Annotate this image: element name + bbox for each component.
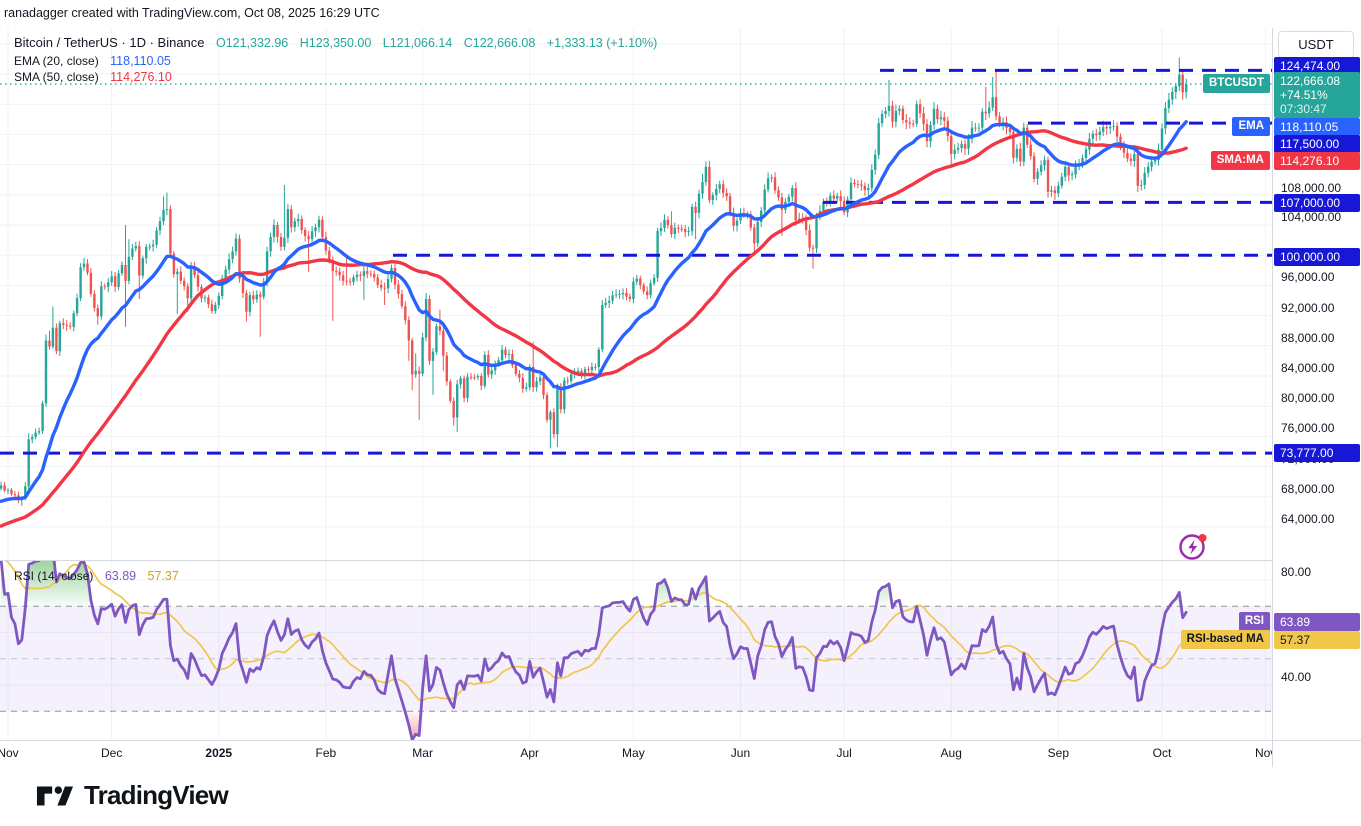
ohlc-low: L121,066.14 (382, 36, 453, 50)
ema-legend[interactable]: EMA (20, close) 118,110.05 (14, 52, 171, 70)
time-axis-label: Jun (730, 746, 751, 760)
rsi-line[interactable] (0, 560, 1188, 740)
sma-legend-value: 114,276.10 (110, 70, 172, 84)
indicator-pill: BTCUSDT (1203, 74, 1270, 93)
flash-ideas-button[interactable] (1176, 529, 1210, 563)
time-axis-label: Nov (0, 746, 19, 760)
price-axis-badge: 57.37 (1274, 631, 1360, 649)
tradingview-wordmark: TradingView (84, 780, 229, 810)
axis-tick-label: 76,000.00 (1281, 421, 1335, 435)
axis-tick-label: 108,000.00 (1281, 181, 1342, 195)
rsi-overbought-fill (1, 560, 1182, 607)
rsi-legend-label: RSI (14, close) (14, 569, 94, 583)
axis-tick-label: 88,000.00 (1281, 331, 1335, 345)
price-axis-badge: 100,000.00 (1274, 248, 1360, 266)
time-axis-label: Oct (1152, 746, 1172, 760)
time-axis-label: May (622, 746, 645, 760)
price-axis-badge: 118,110.05 (1274, 118, 1360, 136)
time-axis-label: Dec (100, 746, 123, 760)
rsi-legend[interactable]: RSI (14, close) 63.89 57.37 (14, 567, 179, 585)
time-axis-label: Apr (520, 746, 540, 760)
time-axis-label: Feb (315, 746, 337, 760)
price-axis-badge: 63.89 (1274, 613, 1360, 631)
ema-20-line[interactable] (0, 120, 1188, 503)
time-axis-label: 2025 (205, 746, 233, 760)
sma-legend[interactable]: SMA (50, close) 114,276.10 (14, 68, 172, 86)
price-axis-badge: 107,000.00 (1274, 194, 1360, 212)
time-axis-label: Aug (940, 746, 962, 760)
indicator-pill: RSI (1238, 612, 1270, 631)
axis-tick-label: 104,000.00 (1281, 210, 1342, 224)
attribution-text: ranadagger created with TradingView.com,… (4, 6, 380, 20)
price-axis-badge: 124,474.00 (1274, 57, 1360, 75)
ohlc-change: +1,333.13 (+1.10%) (546, 36, 658, 50)
rsi-ma-line[interactable] (1, 560, 1187, 702)
rsi-chart-canvas[interactable] (0, 560, 1272, 740)
time-axis[interactable]: Nov Dec 2025 Feb Mar Apr May Jun Jul Aug Sep Oct Nov (0, 740, 1361, 767)
rsi-ma-legend-value: 57.37 (147, 569, 179, 583)
attribution-bar: ranadagger created with TradingView.com,… (0, 0, 1361, 28)
pane-divider[interactable] (0, 560, 1361, 561)
axis-tick-label: 92,000.00 (1281, 301, 1335, 315)
time-axis-label: Jul (836, 746, 852, 760)
symbol-title[interactable]: Bitcoin / TetherUS · 1D · Binance (14, 35, 205, 50)
alert-dot (1198, 534, 1207, 542)
time-axis-label: Mar (412, 746, 433, 760)
candle-wicks-down (4, 70, 1184, 504)
axis-tick-label: 96,000.00 (1281, 270, 1335, 284)
price-axis-column[interactable]: USDT 108,000.00 104,000.00 96,000.00 92,000… (1272, 28, 1361, 740)
tradingview-logo-icon (36, 785, 74, 805)
time-axis-label: Nov (1254, 746, 1272, 760)
ema-legend-value: 118,110.05 (110, 54, 171, 68)
axis-tick-label: 84,000.00 (1281, 361, 1335, 375)
sma-legend-label: SMA (50, close) (14, 70, 99, 84)
flash-icon (1179, 534, 1207, 560)
price-axis-badge: 73,777.00 (1274, 444, 1360, 462)
rsi-legend-value: 63.89 (104, 569, 137, 583)
ema-legend-label: EMA (20, close) (14, 54, 99, 68)
time-axis-labels: Nov Dec 2025 Feb Mar Apr May Jun Jul Aug Sep Oct Nov (0, 741, 1272, 767)
time-axis-label: Sep (1047, 746, 1070, 760)
price-axis-badge: 122,666.08 +74.51% 07:30:47 (1274, 72, 1360, 118)
ohlc-close: C122,666.08 (463, 36, 536, 50)
axis-tick-label: 68,000.00 (1281, 482, 1335, 496)
currency-toggle-button[interactable]: USDT (1278, 31, 1354, 58)
footer-bar: TradingView (0, 767, 1361, 826)
tradingview-logo[interactable]: TradingView (36, 780, 229, 811)
price-axis-badge: 117,500.00 (1274, 135, 1360, 153)
axis-tick-label: 64,000.00 (1281, 512, 1335, 526)
ohlc-high: H123,350.00 (299, 36, 372, 50)
axis-tick-label: 80,000.00 (1281, 391, 1335, 405)
axis-tick-label: 80.00 (1281, 565, 1312, 579)
chart-area: Bitcoin / TetherUS · 1D · Binance O121,3… (0, 28, 1361, 740)
axis-tick-label: 40.00 (1281, 670, 1312, 684)
time-axis-corner-divider (1272, 741, 1273, 767)
indicator-pill: EMA (1232, 117, 1270, 136)
price-chart-canvas[interactable] (0, 28, 1272, 560)
price-pane[interactable]: Bitcoin / TetherUS · 1D · Binance O121,3… (0, 28, 1272, 560)
indicator-pill: SMA:MA (1210, 151, 1270, 170)
ohlc-open: O121,332.96 (215, 36, 289, 50)
indicator-pill: RSI-based MA (1180, 630, 1270, 649)
symbol-legend[interactable]: Bitcoin / TetherUS · 1D · Binance O121,3… (14, 34, 657, 52)
price-axis-badge: 114,276.10 (1274, 152, 1360, 170)
rsi-pane[interactable]: RSI (14, close) 63.89 57.37 (0, 560, 1272, 740)
sma-50-line[interactable] (0, 129, 1188, 528)
